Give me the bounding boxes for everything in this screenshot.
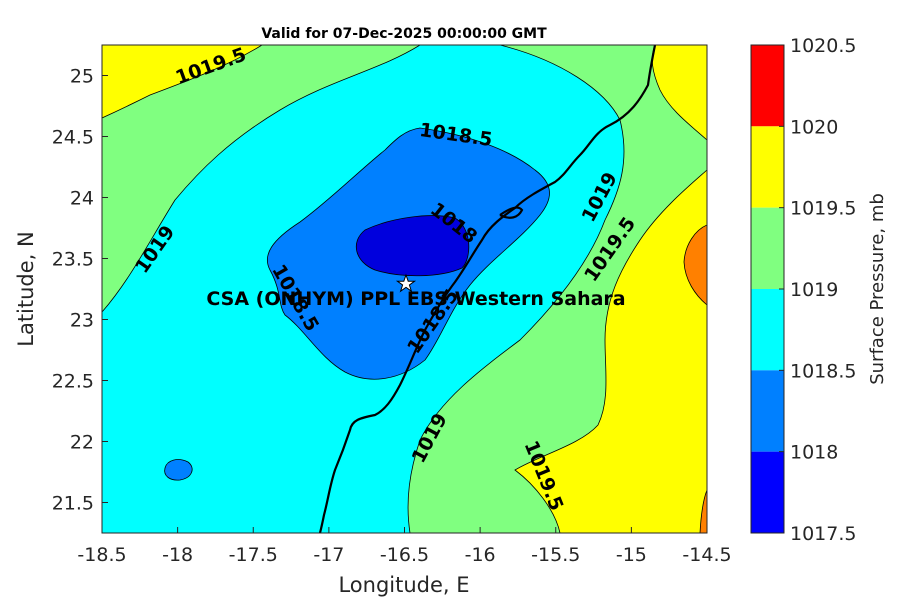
- y-tick-label: 24.5: [52, 127, 94, 149]
- x-axis-title: Longitude, E: [338, 573, 469, 597]
- y-axis-title: Latitude, N: [14, 231, 38, 347]
- x-tick-label: -15: [616, 544, 647, 566]
- plot-title: Valid for 07-Dec-2025 00:00:00 GMT: [261, 26, 547, 42]
- colorbar: 1020.5 1020 1019.5 1019 1018.5 1018 1017.5: [750, 35, 856, 545]
- x-tick-label: -15.5: [531, 544, 580, 566]
- colorbar-segment: [751, 45, 784, 127]
- x-tick-label: -16.5: [380, 544, 429, 566]
- x-tick-label: -18: [162, 544, 193, 566]
- coastline-secondary: [499, 206, 524, 219]
- x-tick-label: -17.5: [229, 544, 278, 566]
- y-tick-label: 21.5: [52, 493, 94, 515]
- contour-band-1019.5-e: [514, 169, 707, 533]
- contour-band-1018-sw: [164, 459, 193, 481]
- colorbar-segment: [751, 289, 784, 371]
- coastline: [318, 45, 657, 533]
- contour-band-1020: [683, 224, 707, 306]
- x-tick-label: -14.5: [682, 544, 731, 566]
- colorbar-label: 1018: [790, 442, 838, 464]
- colorbar-segment: [751, 451, 784, 533]
- colorbar-title: Surface Pressure, mb: [867, 193, 888, 385]
- contour-band-1020-s: [699, 489, 707, 533]
- y-tick-label: 23.5: [52, 249, 94, 271]
- contour-field: [102, 45, 707, 533]
- y-tick-label: 22.5: [52, 371, 94, 393]
- y-axis: 25 24.5 24 23.5 23 22.5 22 21.5: [52, 66, 108, 515]
- contour-band-1017.5: [355, 215, 470, 277]
- x-axis: -18.5 -18 -17.5 -17 -16.5 -16 -15.5 -15 -14.5: [77, 527, 732, 566]
- y-tick-label: 22: [70, 432, 94, 454]
- x-tick-label: -17: [313, 544, 344, 566]
- colorbar-label: 1020.5: [790, 35, 856, 57]
- y-tick-label: 23: [70, 310, 94, 332]
- colorbar-segment: [751, 370, 784, 452]
- station-star-icon: [395, 273, 417, 293]
- x-tick-label: -16: [465, 544, 496, 566]
- x-tick-label: -18.5: [77, 544, 126, 566]
- colorbar-segment: [751, 207, 784, 289]
- colorbar-segment: [751, 126, 784, 208]
- colorbar-label: 1020: [790, 116, 838, 138]
- colorbar-label: 1018.5: [790, 360, 856, 382]
- colorbar-label: 1019: [790, 279, 838, 301]
- colorbar-label: 1019.5: [790, 198, 856, 220]
- y-tick-label: 25: [70, 66, 94, 88]
- contour-band-1019.5-nw: [102, 45, 263, 119]
- station-label: CSA (ONHYM) PPL EBS Western Sahara: [206, 288, 625, 310]
- colorbar-label: 1017.5: [790, 523, 856, 545]
- contour-band-1019-west: [102, 45, 421, 313]
- y-tick-label: 24: [70, 188, 94, 210]
